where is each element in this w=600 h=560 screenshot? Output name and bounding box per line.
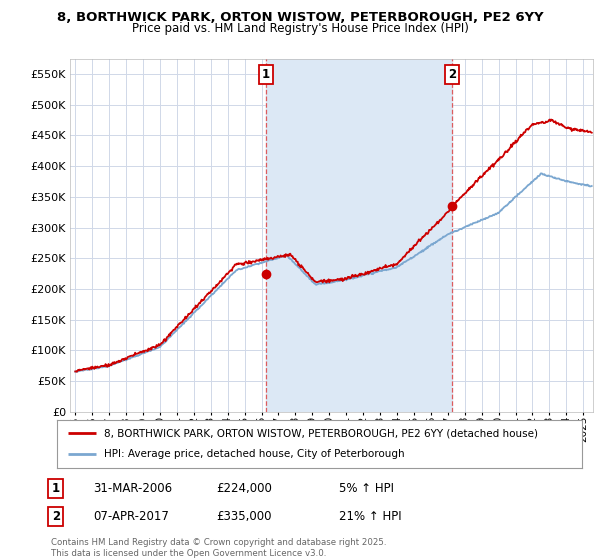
- Text: £224,000: £224,000: [216, 482, 272, 495]
- Text: £335,000: £335,000: [216, 510, 271, 523]
- Text: 1: 1: [262, 68, 270, 81]
- Text: 2: 2: [52, 510, 60, 523]
- Text: 8, BORTHWICK PARK, ORTON WISTOW, PETERBOROUGH, PE2 6YY: 8, BORTHWICK PARK, ORTON WISTOW, PETERBO…: [56, 11, 544, 24]
- Text: 8, BORTHWICK PARK, ORTON WISTOW, PETERBOROUGH, PE2 6YY (detached house): 8, BORTHWICK PARK, ORTON WISTOW, PETERBO…: [104, 428, 538, 438]
- Text: 1: 1: [52, 482, 60, 495]
- Text: 2: 2: [448, 68, 457, 81]
- Text: HPI: Average price, detached house, City of Peterborough: HPI: Average price, detached house, City…: [104, 449, 405, 459]
- Text: Contains HM Land Registry data © Crown copyright and database right 2025.
This d: Contains HM Land Registry data © Crown c…: [51, 538, 386, 558]
- Bar: [266, 59, 452, 412]
- Text: 5% ↑ HPI: 5% ↑ HPI: [339, 482, 394, 495]
- Text: 07-APR-2017: 07-APR-2017: [93, 510, 169, 523]
- Text: 21% ↑ HPI: 21% ↑ HPI: [339, 510, 401, 523]
- Text: 31-MAR-2006: 31-MAR-2006: [93, 482, 172, 495]
- Text: Price paid vs. HM Land Registry's House Price Index (HPI): Price paid vs. HM Land Registry's House …: [131, 22, 469, 35]
